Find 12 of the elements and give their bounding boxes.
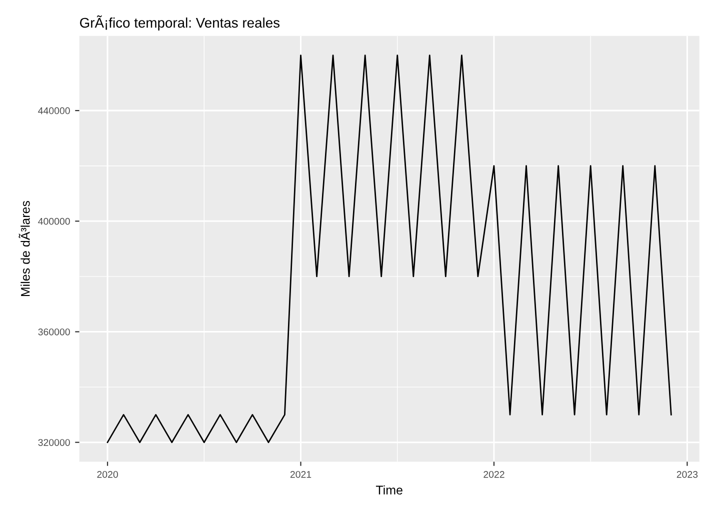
x-tick-label: 2020	[97, 470, 118, 478]
x-tick-label: 2021	[290, 470, 312, 478]
line-series	[106, 54, 672, 444]
x-tick-label: 2022	[484, 470, 504, 478]
y-tick-label: 360000	[38, 328, 70, 336]
chart-title: GrÃ¡fico temporal: Ventas reales	[80, 15, 280, 30]
x-tick-label: 2023	[676, 470, 698, 478]
y-tick-label: 400000	[38, 218, 70, 225]
x-axis-title: Time	[376, 485, 402, 495]
y-axis-title: Miles de dÃ³lares	[18, 200, 30, 296]
y-tick-label: 320000	[38, 439, 70, 446]
y-tick-label: 440000	[38, 107, 70, 114]
